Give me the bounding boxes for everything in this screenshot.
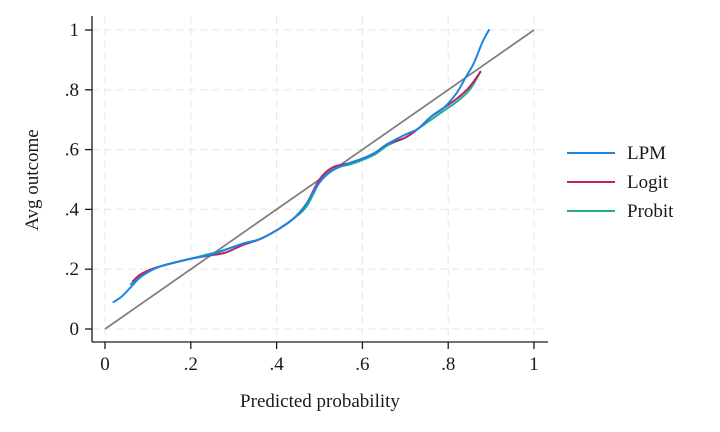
legend-item-probit: Probit xyxy=(567,201,674,222)
gridlines xyxy=(92,16,548,342)
x-tick-label: .2 xyxy=(184,354,198,375)
legend-item-logit: Logit xyxy=(567,172,669,193)
x-tick-label: .8 xyxy=(441,354,455,375)
legend-label: Probit xyxy=(627,201,674,222)
series-lines xyxy=(112,29,490,304)
y-tick-label: 1 xyxy=(70,20,80,41)
legend: LPM Logit Probit xyxy=(567,143,674,222)
tick-marks: 0 .2 .4 .6 .8 1 0 .2 .4 .6 .8 1 xyxy=(65,20,539,375)
x-tick-label: 0 xyxy=(100,354,110,375)
y-tick-label: .8 xyxy=(65,80,79,101)
x-tick-label: 1 xyxy=(529,354,539,375)
legend-item-lpm: LPM xyxy=(567,143,666,164)
series-line-lpm xyxy=(112,29,490,304)
y-axis-title: Avg outcome xyxy=(22,129,43,231)
legend-label: LPM xyxy=(627,143,666,164)
x-tick-label: .4 xyxy=(269,354,284,375)
legend-label: Logit xyxy=(627,172,669,193)
axes xyxy=(91,16,548,343)
y-tick-label: .4 xyxy=(65,199,80,220)
x-axis-title: Predicted probability xyxy=(240,391,400,412)
x-tick-label: .6 xyxy=(355,354,369,375)
y-tick-label: 0 xyxy=(70,319,80,340)
y-tick-label: .2 xyxy=(65,259,79,280)
y-tick-label: .6 xyxy=(65,140,79,161)
